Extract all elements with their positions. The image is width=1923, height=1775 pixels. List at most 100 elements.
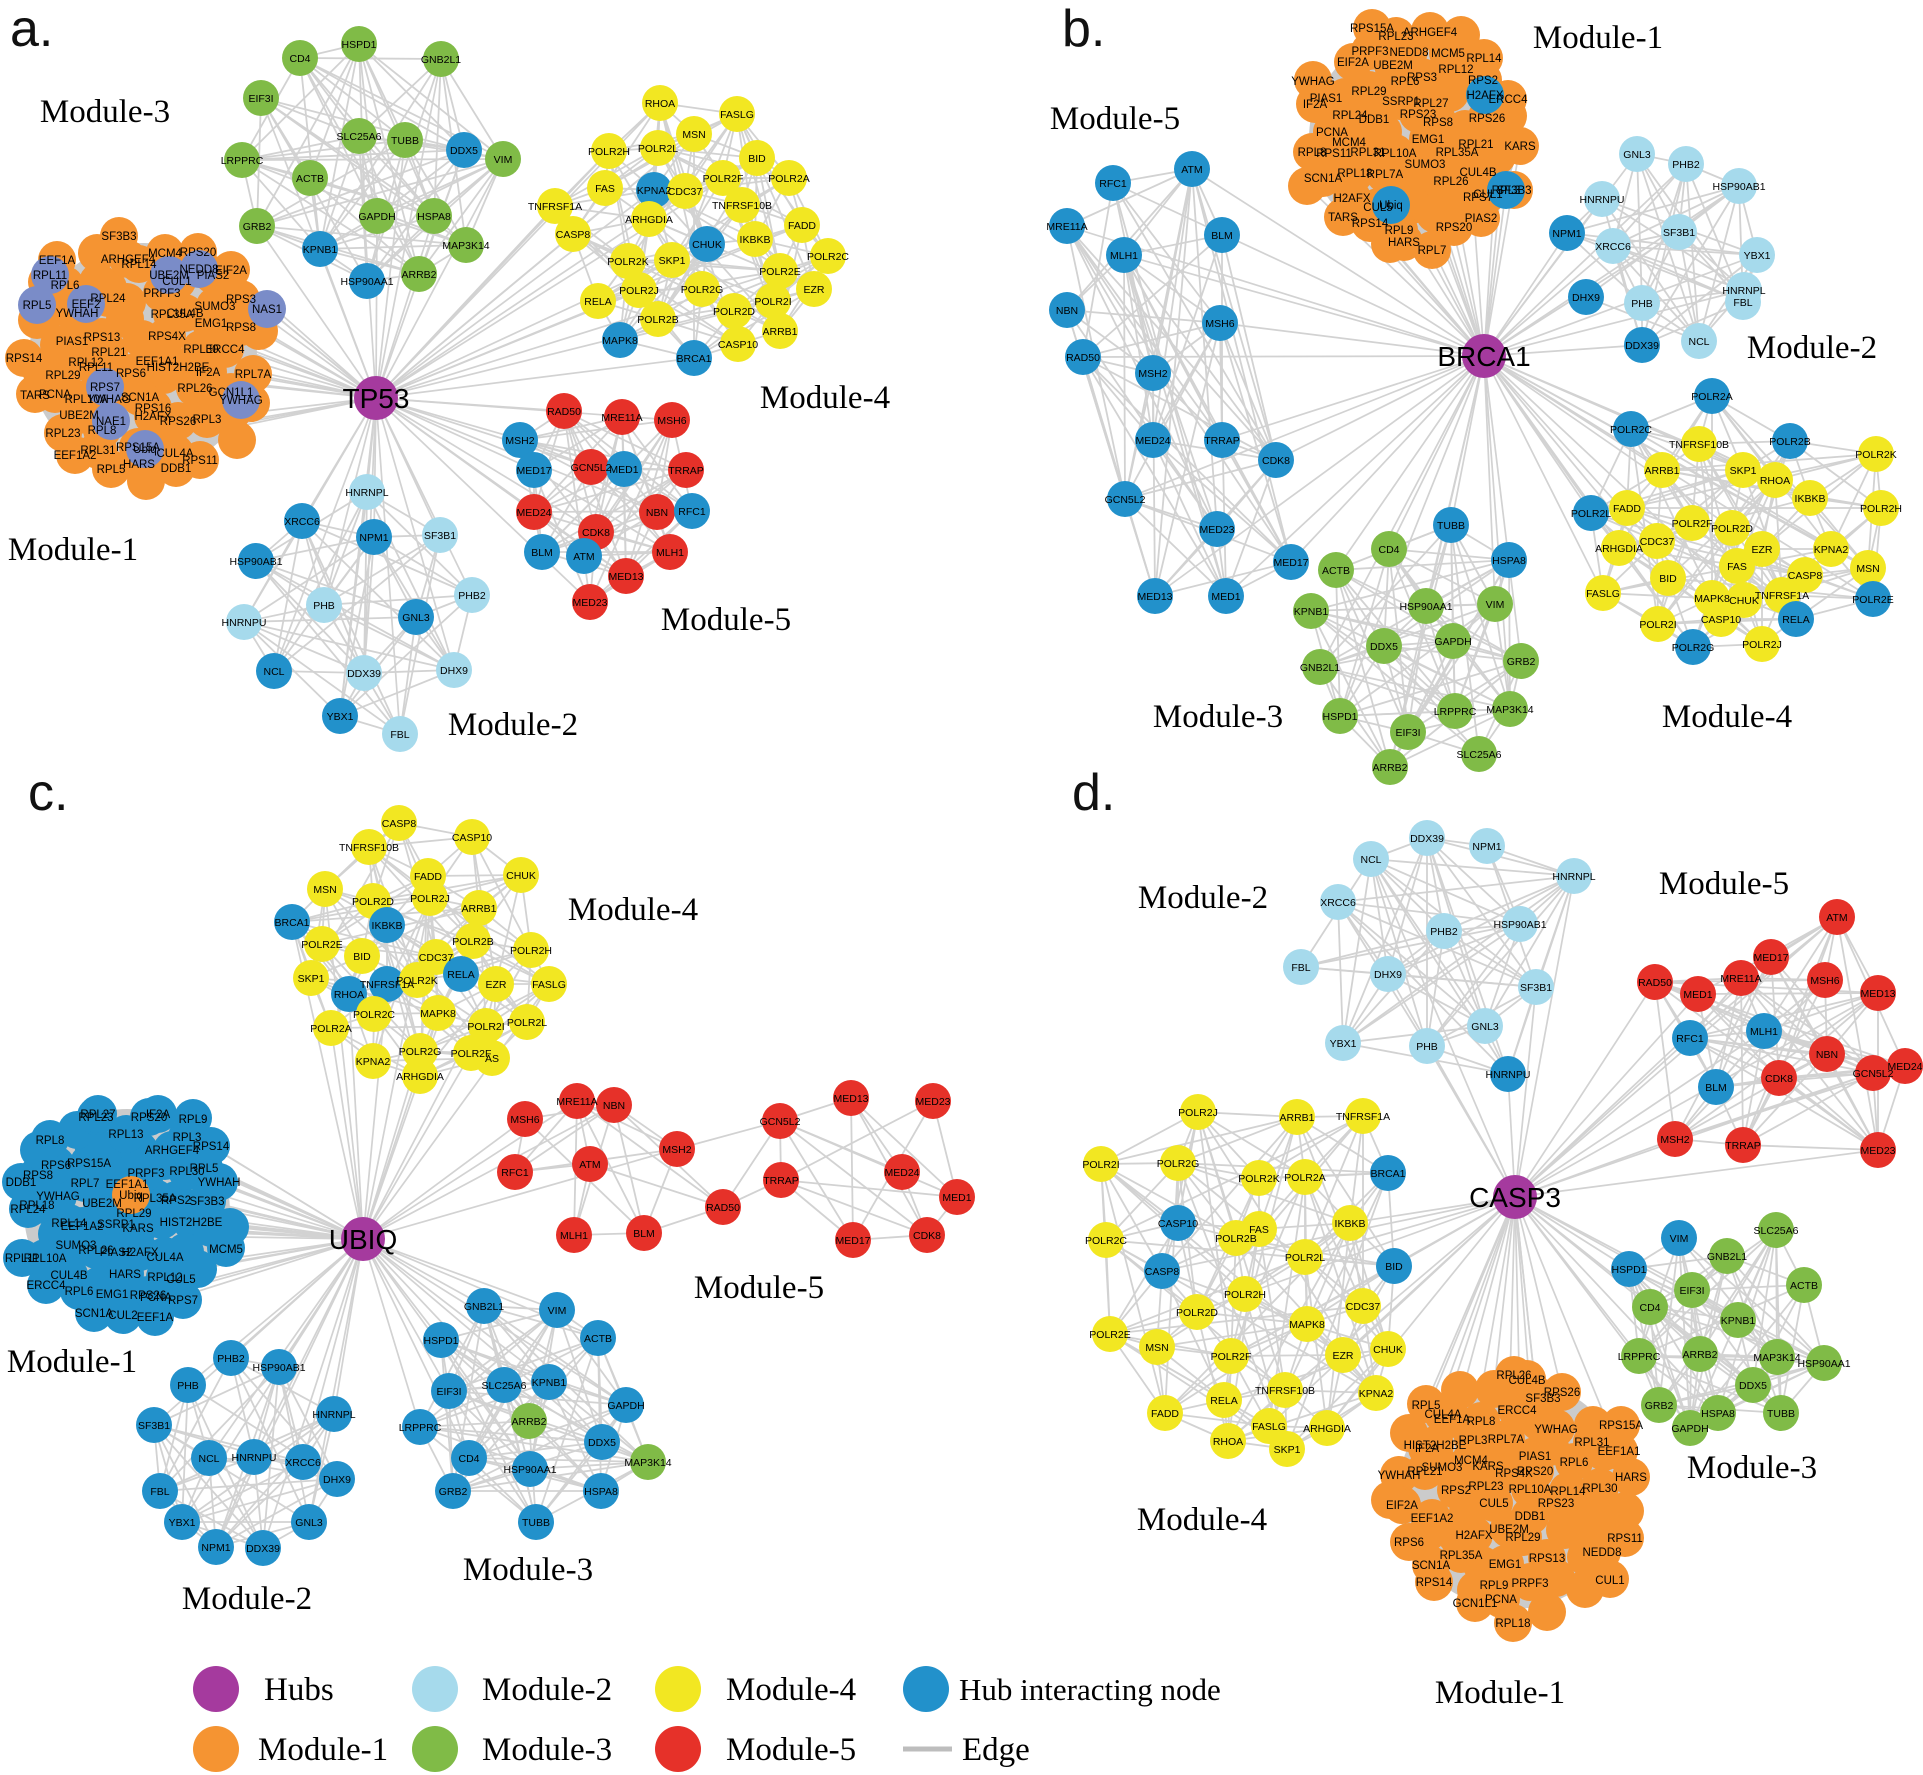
svg-text:b.: b.: [1062, 0, 1105, 58]
svg-text:ARRB2: ARRB2: [1682, 1349, 1717, 1361]
svg-text:PCNA: PCNA: [140, 1292, 172, 1304]
svg-text:CD4: CD4: [458, 1453, 479, 1465]
svg-text:EIF3I: EIF3I: [1679, 1285, 1704, 1297]
svg-text:SUMO3: SUMO3: [56, 1240, 97, 1252]
svg-text:EEF2: EEF2: [72, 299, 101, 311]
svg-text:TRRAP: TRRAP: [763, 1175, 799, 1187]
svg-text:SF3B1: SF3B1: [138, 1420, 170, 1432]
svg-text:HNRNPL: HNRNPL: [1552, 871, 1595, 883]
svg-text:POLR2D: POLR2D: [713, 306, 755, 318]
svg-text:RPS14: RPS14: [6, 353, 43, 365]
svg-text:MSN: MSN: [1145, 1342, 1168, 1354]
svg-text:RELA: RELA: [584, 296, 611, 308]
svg-text:RHOA: RHOA: [1213, 1436, 1243, 1448]
svg-text:RPS4X: RPS4X: [148, 331, 186, 343]
svg-text:FASLG: FASLG: [1252, 1421, 1286, 1433]
svg-text:TNFRSF1A: TNFRSF1A: [1336, 1111, 1390, 1123]
svg-text:GCN1L1: GCN1L1: [209, 387, 254, 399]
svg-text:MAPK8: MAPK8: [602, 335, 638, 347]
svg-text:H2AFX: H2AFX: [121, 1247, 158, 1259]
svg-text:TUBB: TUBB: [1437, 520, 1465, 532]
svg-text:MSH2: MSH2: [1660, 1134, 1689, 1146]
svg-text:ERCC4: ERCC4: [206, 344, 246, 356]
svg-text:ARHGDIA: ARHGDIA: [396, 1071, 444, 1083]
svg-text:PRPF3: PRPF3: [1351, 46, 1388, 58]
svg-text:KPNA2: KPNA2: [637, 185, 672, 197]
svg-text:BLM: BLM: [1211, 230, 1233, 242]
svg-text:RPL12: RPL12: [1438, 64, 1473, 76]
svg-text:MRE11A: MRE11A: [1046, 221, 1087, 233]
svg-text:RPL30: RPL30: [169, 1166, 204, 1178]
svg-text:Module-5: Module-5: [726, 1732, 856, 1768]
svg-text:FASLG: FASLG: [1586, 588, 1620, 600]
svg-text:RPS16: RPS16: [135, 403, 171, 415]
svg-text:Module-4: Module-4: [568, 892, 698, 928]
svg-text:ARHGEF4: ARHGEF4: [101, 254, 156, 266]
svg-text:MLH1: MLH1: [1750, 1026, 1778, 1038]
svg-text:POLR2C: POLR2C: [353, 1009, 395, 1021]
svg-text:SSRP1: SSRP1: [1382, 96, 1420, 108]
svg-text:TARS: TARS: [20, 390, 50, 402]
svg-text:SLC25A6: SLC25A6: [1457, 749, 1502, 761]
svg-text:RPL14: RPL14: [1550, 1486, 1586, 1498]
svg-text:GCN5L2: GCN5L2: [1105, 494, 1146, 506]
svg-text:DDB1: DDB1: [1515, 1511, 1546, 1523]
svg-text:SUMO3: SUMO3: [1405, 159, 1446, 171]
svg-text:FAS: FAS: [595, 183, 615, 195]
svg-text:RPL30: RPL30: [1582, 1483, 1617, 1495]
svg-text:RPL26: RPL26: [1433, 176, 1468, 188]
svg-text:MCM4: MCM4: [1332, 137, 1366, 149]
svg-text:PIAS1: PIAS1: [1519, 1451, 1552, 1463]
svg-text:ARHGDIA: ARHGDIA: [1303, 1423, 1351, 1435]
svg-text:HSP90AB1: HSP90AB1: [1493, 919, 1546, 931]
svg-text:RPL26: RPL26: [1496, 1370, 1531, 1382]
svg-text:RPL24: RPL24: [10, 1204, 46, 1216]
svg-text:NCL: NCL: [198, 1453, 219, 1465]
svg-text:YBX1: YBX1: [327, 711, 354, 723]
svg-text:UBIQ: UBIQ: [329, 1224, 397, 1255]
svg-text:IKBKB: IKBKB: [372, 920, 403, 932]
svg-text:RPS13: RPS13: [1529, 1553, 1565, 1565]
svg-text:RPL9: RPL9: [179, 1114, 208, 1126]
svg-text:MRE11A: MRE11A: [556, 1096, 597, 1108]
svg-text:RPL35A: RPL35A: [151, 309, 194, 321]
svg-text:KPNB1: KPNB1: [303, 244, 338, 256]
svg-text:Module-4: Module-4: [760, 380, 890, 416]
svg-text:RPS26: RPS26: [130, 1290, 166, 1302]
svg-text:KARS: KARS: [1472, 1461, 1504, 1473]
svg-text:RPL11: RPL11: [79, 362, 113, 374]
svg-text:MRE11A: MRE11A: [1720, 973, 1761, 985]
svg-text:RPL29: RPL29: [45, 370, 80, 382]
svg-text:RPL8: RPL8: [1467, 1416, 1496, 1428]
svg-text:GAPDH: GAPDH: [1671, 1423, 1708, 1435]
svg-text:MCM4: MCM4: [148, 248, 182, 260]
svg-text:NAS1: NAS1: [252, 304, 282, 316]
svg-text:DHX9: DHX9: [1572, 292, 1600, 304]
svg-text:HSP90AB1: HSP90AB1: [229, 556, 282, 568]
svg-text:POLR2C: POLR2C: [1610, 424, 1652, 436]
svg-text:CASP3: CASP3: [1469, 1182, 1561, 1213]
svg-text:CHUK: CHUK: [692, 239, 722, 251]
svg-text:HSPD1: HSPD1: [423, 1335, 458, 1347]
svg-text:RFC1: RFC1: [1676, 1033, 1704, 1045]
svg-text:RPL7A: RPL7A: [1367, 169, 1404, 181]
svg-text:Ubiq: Ubiq: [133, 444, 157, 456]
svg-text:MAP3K14: MAP3K14: [624, 1457, 671, 1469]
svg-text:HSPD1: HSPD1: [1322, 711, 1357, 723]
svg-text:RPL31: RPL31: [1350, 147, 1385, 159]
svg-text:CD4: CD4: [289, 53, 310, 65]
svg-text:POLR2G: POLR2G: [681, 284, 724, 296]
svg-text:CASP8: CASP8: [1788, 570, 1823, 582]
svg-text:POLR2C: POLR2C: [1085, 1235, 1127, 1247]
svg-text:PCNA: PCNA: [39, 389, 71, 401]
svg-text:RPS7: RPS7: [168, 1295, 198, 1307]
svg-text:RPL26: RPL26: [78, 1245, 113, 1257]
svg-text:RPS2: RPS2: [1468, 75, 1498, 87]
svg-text:RPL29: RPL29: [1351, 86, 1386, 98]
svg-text:DDX39: DDX39: [1625, 340, 1659, 352]
svg-text:HNRNPU: HNRNPU: [222, 617, 267, 629]
svg-text:BLM: BLM: [531, 547, 553, 559]
svg-text:EEF1A2: EEF1A2: [1411, 1513, 1454, 1525]
svg-text:KPNA2: KPNA2: [356, 1056, 391, 1068]
svg-text:BID: BID: [748, 153, 766, 165]
